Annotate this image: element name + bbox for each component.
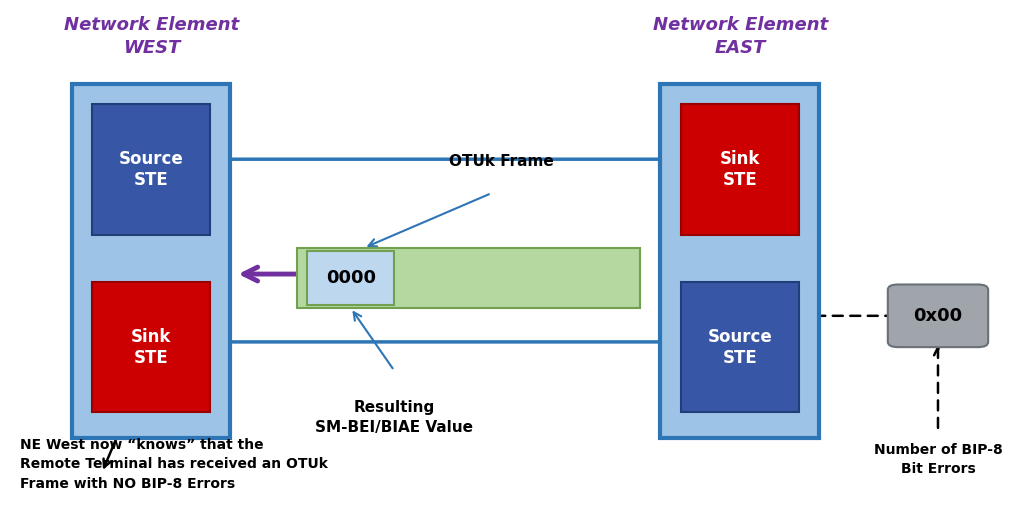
FancyBboxPatch shape	[92, 282, 210, 412]
Text: Sink
STE: Sink STE	[131, 328, 171, 366]
Text: Network Element
EAST: Network Element EAST	[652, 16, 828, 57]
FancyBboxPatch shape	[681, 282, 799, 412]
Text: Source
STE: Source STE	[708, 328, 772, 366]
Text: Source
STE: Source STE	[119, 150, 183, 189]
Text: Sink
STE: Sink STE	[720, 150, 760, 189]
FancyBboxPatch shape	[92, 104, 210, 235]
Text: Number of BIP-8
Bit Errors: Number of BIP-8 Bit Errors	[873, 443, 1002, 476]
Text: 0x00: 0x00	[913, 307, 963, 325]
FancyBboxPatch shape	[297, 248, 640, 308]
Text: OTUk Frame: OTUk Frame	[450, 155, 554, 169]
FancyBboxPatch shape	[660, 84, 819, 438]
Text: Network Element
WEST: Network Element WEST	[63, 16, 240, 57]
Text: Resulting
SM-BEI/BIAE Value: Resulting SM-BEI/BIAE Value	[315, 400, 473, 435]
FancyBboxPatch shape	[888, 284, 988, 347]
FancyBboxPatch shape	[681, 104, 799, 235]
Text: 0000: 0000	[326, 269, 376, 287]
Text: NE West now “knows” that the
Remote Terminal has received an OTUk
Frame with NO : NE West now “knows” that the Remote Term…	[20, 437, 329, 491]
FancyBboxPatch shape	[307, 251, 394, 305]
FancyBboxPatch shape	[72, 84, 230, 438]
